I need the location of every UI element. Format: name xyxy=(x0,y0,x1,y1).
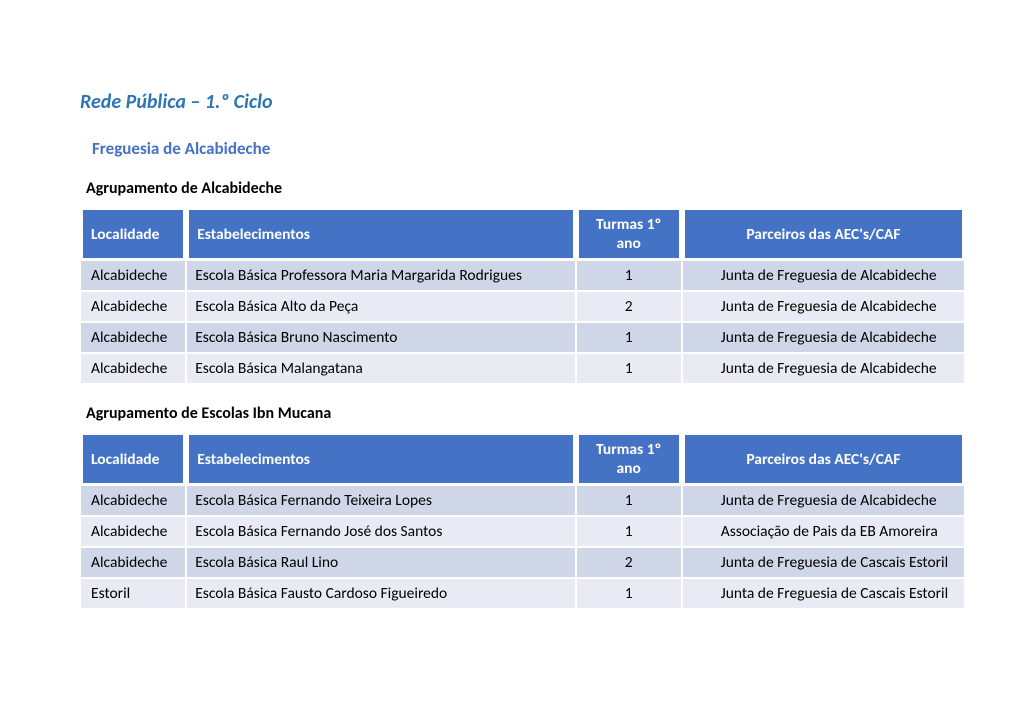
table-header: Turmas 1º ano xyxy=(576,433,682,485)
table-cell: Junta de Freguesia de Alcabideche xyxy=(682,485,965,516)
table-cell: 1 xyxy=(576,516,682,547)
table-cell: 1 xyxy=(576,485,682,516)
table-header: Parceiros das AEC's/CAF xyxy=(682,433,965,485)
table-row: AlcabidecheEscola Básica Professora Mari… xyxy=(80,260,965,291)
table-cell: 1 xyxy=(576,578,682,609)
table-header: Localidade xyxy=(80,208,186,260)
table-cell: Escola Básica Malangatana xyxy=(186,353,575,384)
table-cell: Junta de Freguesia de Alcabideche xyxy=(682,353,965,384)
sections-container: Agrupamento de AlcabidecheLocalidadeEsta… xyxy=(80,179,965,609)
table-cell: Alcabideche xyxy=(80,353,186,384)
table-cell: Estoril xyxy=(80,578,186,609)
table-cell: Escola Básica Fernando José dos Santos xyxy=(186,516,575,547)
table-row: AlcabidecheEscola Básica Bruno Nasciment… xyxy=(80,322,965,353)
table-cell: 1 xyxy=(576,260,682,291)
table-header: Estabelecimentos xyxy=(186,433,575,485)
table-cell: Associação de Pais da EB Amoreira xyxy=(682,516,965,547)
table-row: AlcabidecheEscola Básica Malangatana1Jun… xyxy=(80,353,965,384)
table-cell: 1 xyxy=(576,353,682,384)
table-cell: Junta de Freguesia de Cascais Estoril xyxy=(682,578,965,609)
table-row: EstorilEscola Básica Fausto Cardoso Figu… xyxy=(80,578,965,609)
table-cell: Junta de Freguesia de Alcabideche xyxy=(682,322,965,353)
table-cell: Alcabideche xyxy=(80,516,186,547)
table-cell: Escola Básica Bruno Nascimento xyxy=(186,322,575,353)
page-title: Rede Pública – 1.º Ciclo xyxy=(80,90,965,114)
table-header: Parceiros das AEC's/CAF xyxy=(682,208,965,260)
table-header: Turmas 1º ano xyxy=(576,208,682,260)
table-cell: Escola Básica Professora Maria Margarida… xyxy=(186,260,575,291)
schools-table: LocalidadeEstabelecimentosTurmas 1º anoP… xyxy=(80,433,965,609)
agrupamento-heading: Agrupamento de Escolas Ibn Mucana xyxy=(86,404,965,423)
table-cell: Junta de Freguesia de Cascais Estoril xyxy=(682,547,965,578)
table-cell: Alcabideche xyxy=(80,547,186,578)
table-cell: Escola Básica Fernando Teixeira Lopes xyxy=(186,485,575,516)
table-cell: 2 xyxy=(576,291,682,322)
table-header: Localidade xyxy=(80,433,186,485)
table-cell: 2 xyxy=(576,547,682,578)
table-header: Estabelecimentos xyxy=(186,208,575,260)
table-row: AlcabidecheEscola Básica Raul Lino2Junta… xyxy=(80,547,965,578)
page: Rede Pública – 1.º Ciclo Freguesia de Al… xyxy=(0,0,1020,609)
schools-table: LocalidadeEstabelecimentosTurmas 1º anoP… xyxy=(80,208,965,384)
table-cell: Escola Básica Fausto Cardoso Figueiredo xyxy=(186,578,575,609)
table-cell: Alcabideche xyxy=(80,485,186,516)
table-cell: Escola Básica Raul Lino xyxy=(186,547,575,578)
table-row: AlcabidecheEscola Básica Fernando José d… xyxy=(80,516,965,547)
table-cell: Junta de Freguesia de Alcabideche xyxy=(682,291,965,322)
table-cell: Junta de Freguesia de Alcabideche xyxy=(682,260,965,291)
table-cell: Escola Básica Alto da Peça xyxy=(186,291,575,322)
freguesia-heading: Freguesia de Alcabideche xyxy=(92,138,965,159)
table-row: AlcabidecheEscola Básica Alto da Peça2Ju… xyxy=(80,291,965,322)
table-cell: Alcabideche xyxy=(80,291,186,322)
agrupamento-heading: Agrupamento de Alcabideche xyxy=(86,179,965,198)
table-cell: 1 xyxy=(576,322,682,353)
table-row: AlcabidecheEscola Básica Fernando Teixei… xyxy=(80,485,965,516)
table-cell: Alcabideche xyxy=(80,260,186,291)
table-cell: Alcabideche xyxy=(80,322,186,353)
